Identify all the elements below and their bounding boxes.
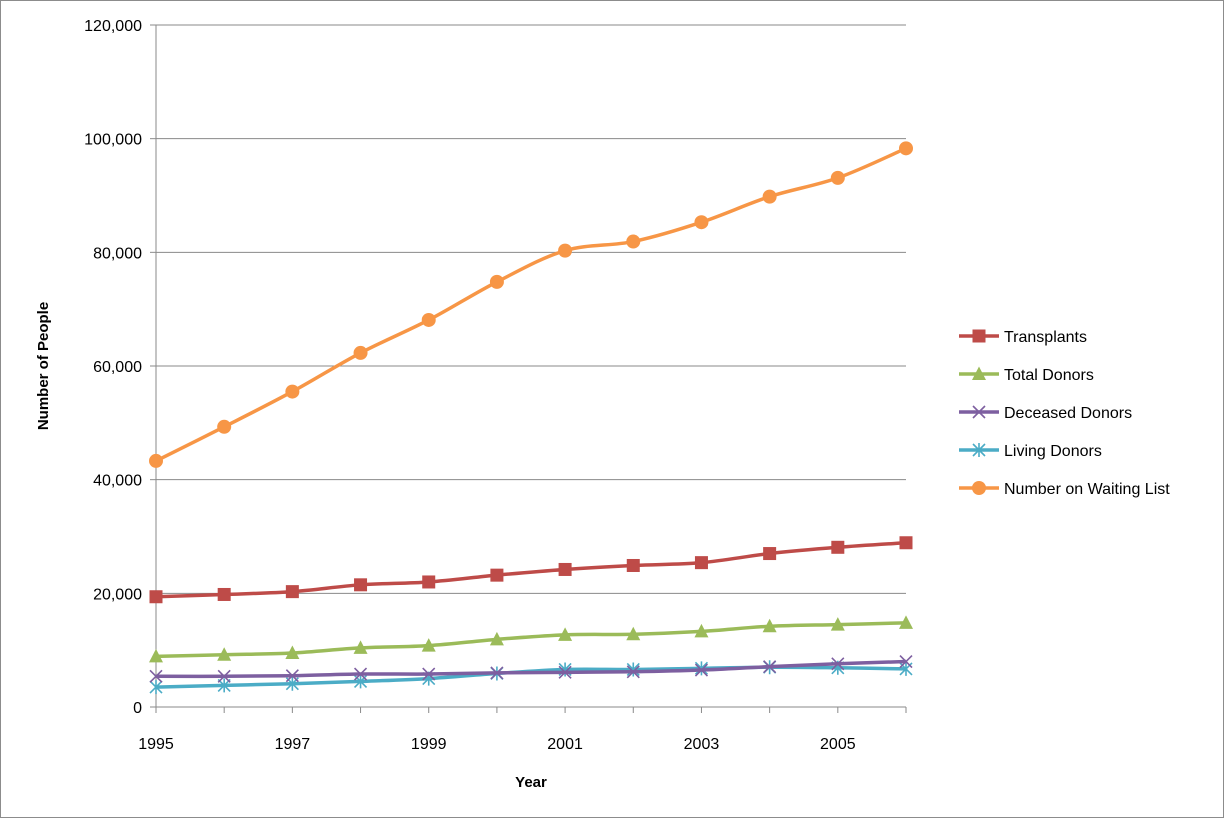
data-point-number-on-waiting-list (899, 141, 913, 156)
data-point-number-on-waiting-list (694, 215, 709, 230)
legend-item-number-on-waiting-list: Number on Waiting List (959, 481, 1170, 498)
y-tick-label: 60,000 (93, 359, 142, 376)
data-point-deceased-donors (626, 665, 640, 679)
legend-swatch-marker (972, 405, 986, 419)
data-point-total-donors (149, 648, 163, 663)
legend-label: Transplants (1004, 329, 1087, 346)
legend-label: Deceased Donors (1004, 405, 1132, 422)
y-tick-label: 80,000 (93, 245, 142, 262)
data-point-deceased-donors (422, 667, 436, 681)
legend-label: Total Donors (1004, 367, 1094, 384)
data-point-total-donors (421, 638, 436, 652)
x-tick-label: 2005 (820, 736, 856, 753)
data-point-number-on-waiting-list (149, 453, 163, 468)
data-point-number-on-waiting-list (421, 312, 436, 327)
x-axis-title: Year (515, 774, 547, 791)
series-line-number-on-waiting-list (155, 146, 907, 463)
data-point-deceased-donors (558, 665, 572, 679)
data-point-transplants (422, 575, 436, 589)
x-tick-label: 1997 (275, 736, 311, 753)
data-point-deceased-donors (490, 666, 504, 680)
data-point-transplants (899, 536, 913, 550)
y-tick-label: 100,000 (84, 132, 142, 149)
data-point-transplants (490, 568, 504, 582)
data-point-deceased-donors (149, 669, 163, 683)
data-point-total-donors (558, 627, 573, 641)
series-line-deceased-donors (155, 659, 907, 679)
data-point-number-on-waiting-list (489, 274, 504, 289)
series-lines (149, 141, 913, 695)
data-point-total-donors (694, 623, 709, 638)
legend: Transplants Total Donors Deceased Donors Li… (959, 329, 1170, 498)
data-point-total-donors (353, 640, 368, 654)
x-tick-label: 2001 (547, 736, 583, 753)
legend-swatch-marker (972, 481, 986, 495)
data-point-deceased-donors (694, 663, 709, 677)
legend-swatch-marker (972, 366, 986, 380)
data-point-total-donors (830, 617, 845, 631)
data-point-transplants (763, 547, 777, 561)
data-point-deceased-donors (285, 669, 299, 683)
data-point-number-on-waiting-list (217, 419, 232, 434)
axes: 0 20,000 40,000 60,000 80,000 100,000 120,000 1… (84, 18, 907, 753)
data-point-number-on-waiting-list (558, 243, 573, 258)
data-point-transplants (558, 562, 572, 576)
y-tick-label: 40,000 (93, 473, 142, 490)
data-point-deceased-donors (217, 669, 231, 683)
y-tick-label: 120,000 (84, 18, 142, 35)
data-point-number-on-waiting-list (762, 189, 777, 204)
series-deceased-donors (149, 654, 913, 683)
legend-item-transplants: Transplants (959, 329, 1087, 346)
data-point-transplants (831, 540, 845, 554)
legend-label: Number on Waiting List (1004, 481, 1170, 498)
legend-item-deceased-donors: Deceased Donors (959, 405, 1132, 422)
data-point-transplants (285, 585, 299, 599)
data-point-transplants (626, 558, 640, 572)
data-point-total-donors (285, 645, 300, 660)
data-point-total-donors (626, 626, 641, 641)
data-point-transplants (149, 590, 163, 604)
series-line-total-donors (155, 621, 907, 659)
series-number-on-waiting-list (149, 141, 913, 468)
data-point-transplants (217, 587, 231, 601)
legend-label: Living Donors (1004, 443, 1102, 460)
x-tick-label: 1995 (138, 736, 174, 753)
gridlines (156, 24, 906, 594)
data-point-transplants (354, 578, 368, 592)
legend-item-total-donors: Total Donors (959, 366, 1094, 384)
series-line-transplants (155, 541, 907, 599)
data-point-total-donors (762, 618, 777, 633)
data-point-transplants (694, 556, 708, 570)
legend-swatch-marker (972, 329, 986, 343)
series-total-donors (149, 615, 913, 663)
data-point-number-on-waiting-list (285, 384, 300, 399)
x-tick-label: 2003 (684, 736, 720, 753)
data-point-deceased-donors (831, 657, 845, 671)
data-point-total-donors (899, 615, 913, 629)
data-point-total-donors (489, 631, 504, 646)
y-tick-label: 20,000 (93, 586, 142, 603)
data-point-deceased-donors (763, 660, 777, 674)
x-tick-label: 1999 (411, 736, 447, 753)
series-transplants (149, 536, 913, 604)
data-point-number-on-waiting-list (353, 345, 368, 360)
data-point-number-on-waiting-list (626, 234, 641, 249)
y-tick-label: 0 (133, 700, 142, 717)
data-point-number-on-waiting-list (830, 170, 845, 185)
data-point-living-donors (149, 680, 163, 695)
data-point-total-donors (217, 647, 232, 661)
data-point-deceased-donors (899, 654, 913, 669)
legend-item-living-donors: Living Donors (959, 443, 1102, 460)
y-axis-title: Number of People (35, 302, 52, 430)
legend-swatch-marker (972, 443, 986, 457)
data-point-deceased-donors (353, 667, 368, 681)
